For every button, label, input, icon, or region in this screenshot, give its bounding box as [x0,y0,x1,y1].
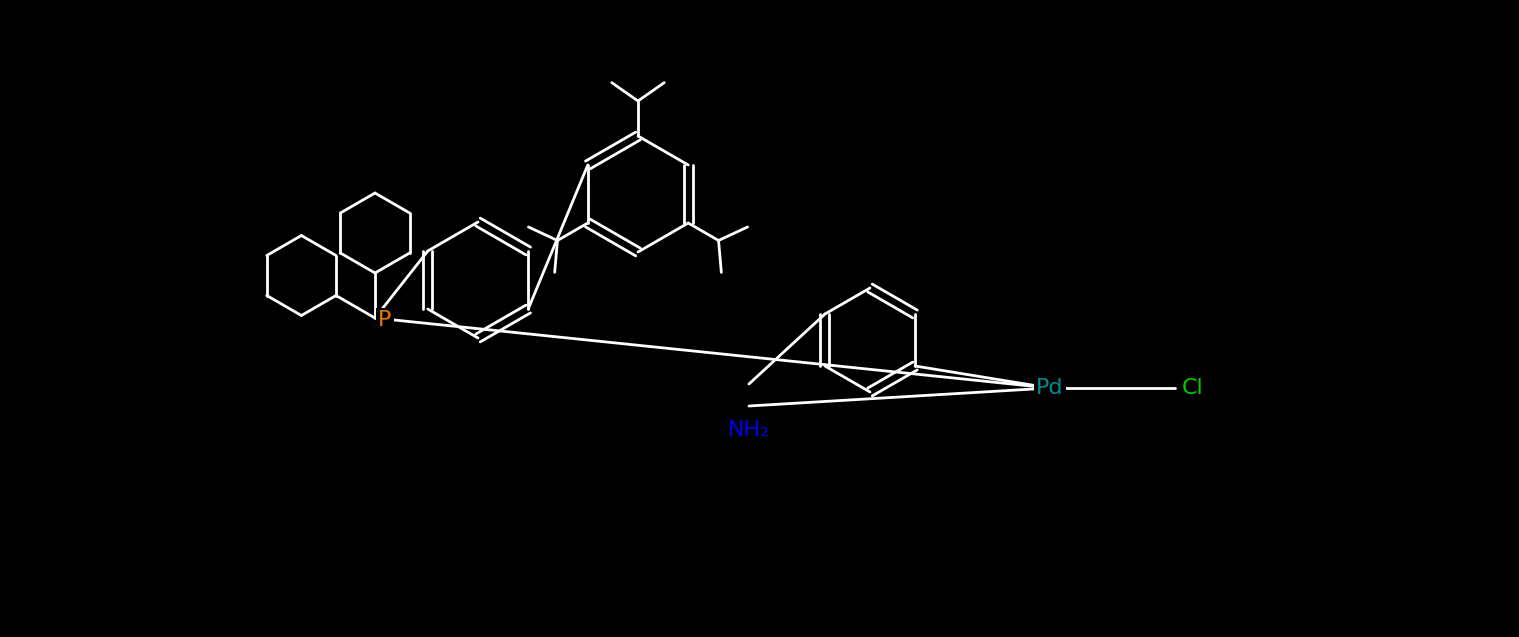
Text: Cl: Cl [1182,378,1205,398]
Text: NH₂: NH₂ [728,420,770,440]
Text: Pd: Pd [1036,378,1063,398]
Text: P: P [378,310,392,330]
